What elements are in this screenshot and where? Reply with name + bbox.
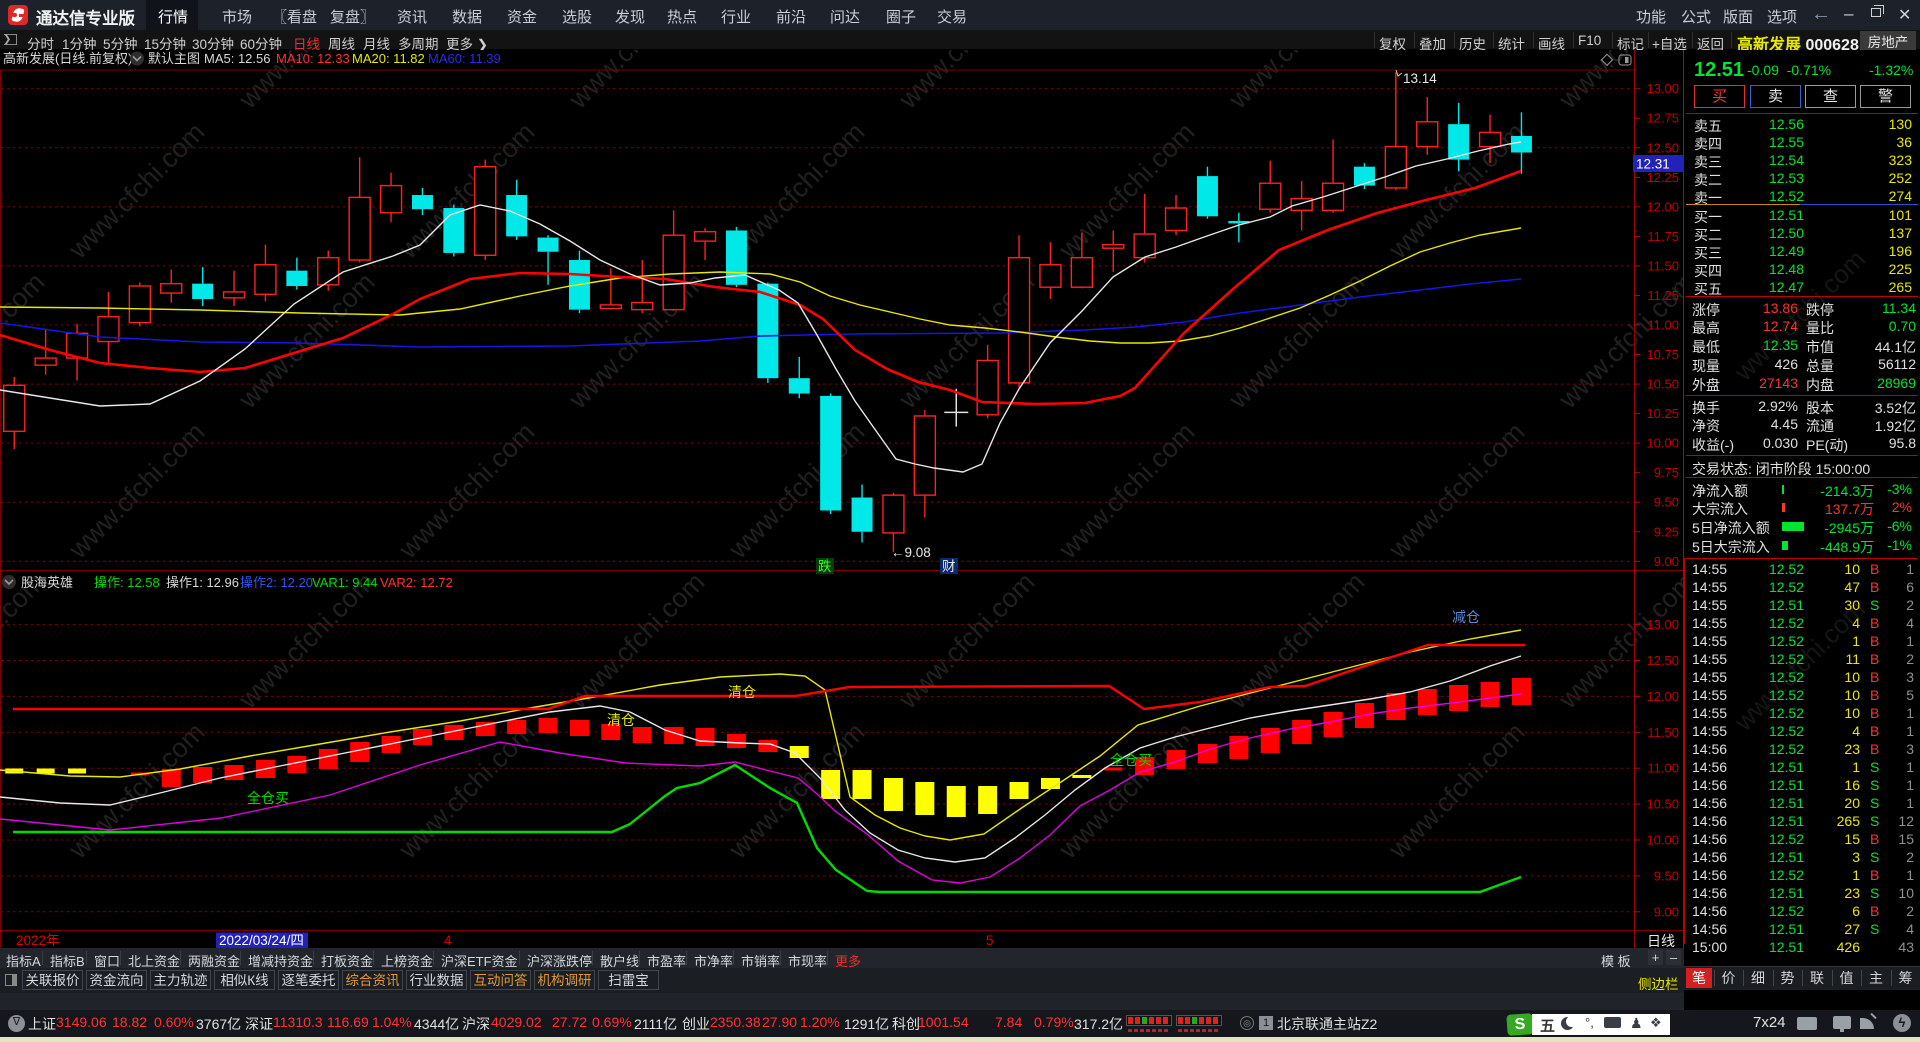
- svg-text:11.00: 11.00: [1647, 761, 1679, 776]
- svg-text:www.cfchi.com: www.cfchi.com: [1052, 417, 1200, 565]
- svg-text:12.75: 12.75: [1646, 111, 1679, 126]
- svg-text:10.00: 10.00: [1646, 436, 1679, 451]
- svg-text:操作2: 12.20: 操作2: 12.20: [240, 575, 313, 590]
- svg-text:11.75: 11.75: [1647, 229, 1679, 244]
- svg-text:2022/03/24/四: 2022/03/24/四: [219, 933, 304, 948]
- svg-text:www.cfchi.com: www.cfchi.com: [62, 117, 210, 265]
- svg-text:MA20: 11.82: MA20: 11.82: [352, 51, 425, 66]
- svg-text:减仓: 减仓: [1452, 609, 1480, 625]
- svg-text:9.00: 9.00: [1654, 904, 1679, 919]
- svg-text:www.cfchi.com: www.cfchi.com: [392, 417, 540, 565]
- svg-text:12.00: 12.00: [1646, 199, 1679, 214]
- svg-text:13.00: 13.00: [1646, 81, 1679, 96]
- svg-text:MA5: 12.56: MA5: 12.56: [204, 51, 271, 66]
- svg-text:10.00: 10.00: [1646, 833, 1679, 848]
- svg-text:VAR1: 9.44: VAR1: 9.44: [312, 575, 378, 590]
- svg-text:11.50: 11.50: [1647, 725, 1679, 740]
- svg-text:MA10: 12.33: MA10: 12.33: [276, 51, 350, 66]
- svg-text:13.14: 13.14: [1403, 71, 1437, 86]
- svg-text:9.00: 9.00: [1654, 554, 1679, 569]
- svg-text:9.25: 9.25: [1654, 524, 1679, 539]
- svg-text:清仓: 清仓: [728, 684, 756, 700]
- svg-text:11.00: 11.00: [1647, 318, 1679, 333]
- svg-text:财: 财: [942, 559, 956, 574]
- svg-text:www.cfchi.com: www.cfchi.com: [1052, 117, 1200, 265]
- svg-text:9.50: 9.50: [1654, 495, 1679, 510]
- svg-text:VAR2: 12.72: VAR2: 12.72: [380, 575, 453, 590]
- svg-text:日线: 日线: [1647, 933, 1675, 949]
- svg-text:MA60: 11.39: MA60: 11.39: [428, 51, 501, 66]
- svg-text:12.50: 12.50: [1646, 653, 1679, 668]
- svg-text:跌: 跌: [818, 559, 832, 574]
- svg-text:www.cfchi.com: www.cfchi.com: [722, 417, 870, 565]
- svg-text:www.cfchi.com: www.cfchi.com: [392, 117, 540, 265]
- svg-text:9.75: 9.75: [1654, 465, 1679, 480]
- svg-text:10.75: 10.75: [1646, 347, 1679, 362]
- svg-text:←9.08: ←9.08: [891, 545, 931, 560]
- svg-text:9.50: 9.50: [1654, 868, 1679, 883]
- svg-text:11.25: 11.25: [1647, 288, 1679, 303]
- svg-text:5: 5: [986, 933, 994, 948]
- svg-text:www.cfchi.com: www.cfchi.com: [1382, 717, 1530, 865]
- svg-text:2022年: 2022年: [16, 933, 60, 948]
- svg-text:股海英雄: 股海英雄: [21, 575, 73, 590]
- svg-text:操作1: 12.96: 操作1: 12.96: [166, 575, 239, 590]
- svg-text:4: 4: [444, 933, 452, 948]
- svg-text:操作: 12.58: 操作: 12.58: [94, 575, 160, 590]
- svg-text:www.cfchi.com: www.cfchi.com: [562, 50, 710, 115]
- svg-text:www.cfchi.com: www.cfchi.com: [1222, 267, 1370, 415]
- svg-text:www.cfchi.com: www.cfchi.com: [892, 567, 1040, 715]
- svg-text:默认主图: 默认主图: [148, 51, 200, 66]
- svg-text:11.50: 11.50: [1647, 258, 1679, 273]
- svg-text:高新发展(日线.前复权): 高新发展(日线.前复权): [3, 51, 132, 66]
- svg-text:10.50: 10.50: [1646, 797, 1679, 812]
- svg-text:12.31: 12.31: [1636, 157, 1670, 172]
- svg-text:清仓: 清仓: [607, 712, 635, 728]
- svg-text:全仓买: 全仓买: [247, 790, 289, 806]
- svg-text:www.cfchi.com: www.cfchi.com: [892, 50, 1040, 115]
- svg-text:10.50: 10.50: [1646, 377, 1679, 392]
- svg-text:12.00: 12.00: [1646, 689, 1679, 704]
- svg-text:www.cfchi.com: www.cfchi.com: [62, 717, 210, 865]
- svg-text:www.cfchi.com: www.cfchi.com: [562, 567, 710, 715]
- svg-text:www.cfchi.com: www.cfchi.com: [1382, 417, 1530, 565]
- svg-text:全仓买: 全仓买: [1110, 752, 1152, 768]
- svg-text:12.50: 12.50: [1646, 140, 1679, 155]
- svg-text:12.25: 12.25: [1646, 170, 1679, 185]
- svg-text:13.00: 13.00: [1646, 617, 1679, 632]
- svg-text:www.cfchi.com: www.cfchi.com: [62, 417, 210, 565]
- svg-text:www.cfchi.com: www.cfchi.com: [1222, 50, 1370, 115]
- svg-text:10.25: 10.25: [1646, 406, 1679, 421]
